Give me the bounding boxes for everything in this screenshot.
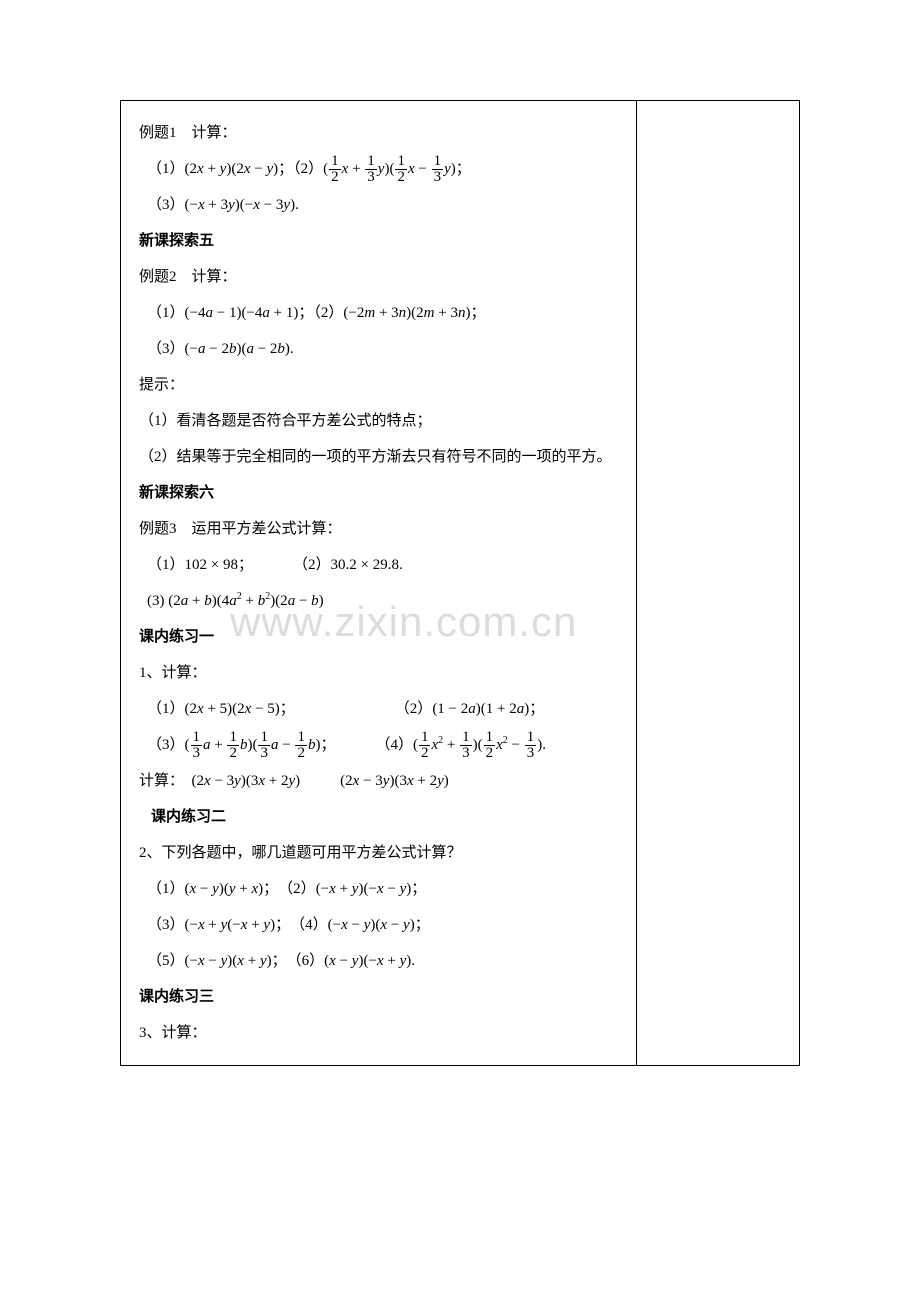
expr: (2x + y)(2x − y): [185, 161, 279, 177]
expr: (−4a − 1)(−4a + 1): [185, 305, 299, 321]
ex3-title: 例题3 运用平方差公式计算：: [139, 511, 618, 547]
expr: (2x − 3y)(3x + 2y): [340, 773, 449, 789]
expr: (−a − 2b)(a − 2b): [185, 341, 290, 357]
sep: ；: [470, 305, 485, 321]
ex3-line3: (3) (2a + b)(4a2 + b2)(2a − b): [147, 583, 618, 619]
sep: ；: [456, 161, 471, 177]
p2-line1: （1）(x − y)(y + x)； （2）(−x + y)(−x − y)；: [147, 871, 618, 907]
expr: (12x + 13y)(12x − 13y): [323, 161, 456, 177]
label: （2）: [395, 701, 433, 717]
label: （1）: [147, 161, 185, 177]
sep: ；（2）: [278, 161, 323, 177]
sep: ；: [280, 701, 295, 717]
doc-table: 例题1 计算： （1）(2x + y)(2x − y)；（2）(12x + 13…: [120, 100, 800, 1066]
expr: (2x − 3y)(3x + 2y): [192, 773, 301, 789]
p3-head: 课内练习三: [139, 979, 618, 1015]
ex2-line3: （3）(−a − 2b)(a − 2b).: [147, 331, 618, 367]
dot: .: [399, 557, 403, 573]
ex2-title: 例题2 计算：: [139, 259, 618, 295]
label: （4）: [375, 737, 413, 753]
sep: ；: [411, 881, 426, 897]
p3-title: 3、计算：: [139, 1015, 618, 1051]
label: （1）: [147, 701, 185, 717]
label: （3）: [147, 341, 185, 357]
dot: .: [295, 197, 299, 213]
sep: ；: [529, 701, 544, 717]
sep: ；: [238, 557, 253, 573]
main-cell: 例题1 计算： （1）(2x + y)(2x − y)；（2）(12x + 13…: [121, 101, 637, 1066]
label: （1）: [147, 305, 185, 321]
expr: (13a + 12b)(13a − 12b): [185, 737, 321, 753]
p1-head: 课内练习一: [139, 619, 618, 655]
label: （1）: [147, 881, 185, 897]
expr: (−x + 3y)(−x − 3y): [185, 197, 296, 213]
expr: (−x − y)(x − y): [328, 917, 415, 933]
label: （6）: [294, 953, 324, 969]
label: （3）: [147, 197, 185, 213]
sep: ；: [263, 881, 271, 897]
hint1: （1）看清各题是否符合平方差公式的特点；: [139, 403, 618, 439]
label: （4）: [298, 917, 328, 933]
p1-line2: （3）(13a + 12b)(13a − 12b)； （4）(12x2 + 13)…: [147, 727, 618, 763]
expr: 102 × 98: [185, 557, 238, 573]
ex3-line1: （1）102 × 98； （2）30.2 × 29.8.: [147, 547, 618, 583]
label: （3）: [147, 737, 185, 753]
expr: (x − y)(y + x): [185, 881, 264, 897]
label: （1）: [147, 557, 185, 573]
p2-head: 课内练习二: [151, 799, 618, 835]
expr: (2x + 5)(2x − 5): [185, 701, 280, 717]
dot: .: [411, 953, 415, 969]
expr: (−x + y(−x + y): [185, 917, 276, 933]
expr: (12x2 + 13)(12x2 − 13): [413, 737, 542, 753]
expr: (1 − 2a)(1 + 2a): [432, 701, 529, 717]
ex1-line1: （1）(2x + y)(2x − y)；（2）(12x + 13y)(12x −…: [147, 151, 618, 187]
expr: (−x − y)(x + y): [185, 953, 272, 969]
expr: 30.2 × 29.8: [331, 557, 399, 573]
label: (3): [147, 593, 168, 609]
sec6-head: 新课探索六: [139, 475, 618, 511]
side-cell: [637, 101, 800, 1066]
label: （2）: [293, 557, 331, 573]
hint-head: 提示：: [139, 367, 618, 403]
sep: ；: [272, 953, 280, 969]
sep: ；: [415, 917, 430, 933]
label: 计算：: [139, 773, 177, 789]
expr: (−2m + 3n)(2m + 3n): [343, 305, 470, 321]
p2-line2: （3）(−x + y(−x + y)； （4）(−x − y)(x − y)；: [147, 907, 618, 943]
hint2: （2）结果等于完全相同的一项的平方渐去只有符号不同的一项的平方。: [139, 439, 618, 475]
p2-line3: （5）(−x − y)(x + y)； （6）(x − y)(−x + y).: [147, 943, 618, 979]
expr: (−x + y)(−x − y): [316, 881, 412, 897]
sec5-head: 新课探索五: [139, 223, 618, 259]
ex1-line3: （3）(−x + 3y)(−x − 3y).: [147, 187, 618, 223]
sep: ；: [275, 917, 283, 933]
label: （2）: [286, 881, 316, 897]
label: （5）: [147, 953, 185, 969]
p1-title: 1、计算：: [139, 655, 618, 691]
p1-calc: 计算： (2x − 3y)(3x + 2y) (2x − 3y)(3x + 2y): [139, 763, 618, 799]
p1-line1: （1）(2x + 5)(2x − 5)；（2）(1 − 2a)(1 + 2a)；: [147, 691, 618, 727]
ex1-title: 例题1 计算：: [139, 115, 618, 151]
expr: (x − y)(−x + y): [324, 953, 411, 969]
ex2-line1: （1）(−4a − 1)(−4a + 1)；（2）(−2m + 3n)(2m +…: [147, 295, 618, 331]
sep: ；（2）: [298, 305, 343, 321]
sep: ；: [320, 737, 335, 753]
expr: (2a + b)(4a2 + b2)(2a − b): [168, 593, 323, 609]
p2-title: 2、下列各题中，哪几道题可用平方差公式计算？: [139, 835, 618, 871]
dot: .: [290, 341, 294, 357]
label: （3）: [147, 917, 185, 933]
dot: .: [542, 737, 546, 753]
